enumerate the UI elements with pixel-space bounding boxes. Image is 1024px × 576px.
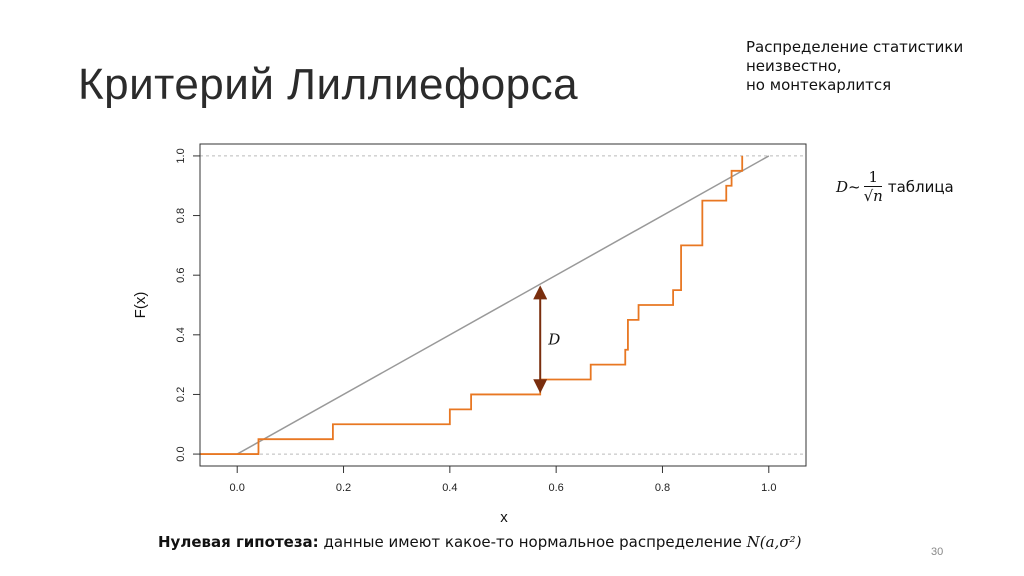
x-tick-label: 1.0 (761, 482, 776, 494)
hypothesis-math: N(a,σ²) (746, 533, 802, 551)
x-tick-label: 0.6 (549, 482, 564, 494)
x-tick-label: 0.0 (230, 482, 245, 494)
formula-fraction: 1 √n (864, 168, 883, 205)
x-axis-title: x (500, 509, 508, 526)
plot-frame (199, 143, 807, 467)
x-tick-label: 0.8 (655, 482, 670, 494)
y-tick-label: 0.0 (175, 446, 187, 461)
hypothesis-text: данные имеют какое-то нормальное распред… (318, 533, 747, 551)
formula-numerator: 1 (864, 168, 882, 187)
side-note: Распределение статистики неизвестно, но … (746, 38, 963, 95)
y-tick-label: 0.4 (175, 327, 187, 342)
statistic-formula: D~ 1 √n таблица (836, 168, 954, 205)
hypothesis-label: Нулевая гипотеза: (158, 533, 319, 551)
side-note-line: Распределение статистики (746, 38, 964, 56)
y-tick-label: 1.0 (175, 148, 187, 163)
formula-denominator: √n (863, 187, 883, 205)
theoretical-cdf-line (236, 155, 770, 455)
x-tick-label: 0.2 (336, 482, 351, 494)
slide-title: Критерий Лиллиефорса (78, 60, 579, 109)
y-axis-title: F(x) (132, 292, 149, 319)
y-tick-label: 0.2 (175, 387, 187, 402)
null-hypothesis: Нулевая гипотеза: данные имеют какое-то … (158, 533, 801, 551)
empirical-cdf-line (200, 155, 744, 455)
side-note-line: неизвестно, (746, 57, 842, 75)
page-number: 30 (931, 546, 944, 558)
x-tick-label: 0.4 (442, 482, 457, 494)
y-tick-label: 0.8 (175, 208, 187, 223)
formula-word: таблица (887, 177, 954, 196)
side-note-line: но монтекарлится (746, 76, 892, 94)
formula-lhs: D~ (836, 177, 861, 196)
y-tick-label: 0.6 (175, 268, 187, 283)
d-label: D (547, 330, 560, 348)
